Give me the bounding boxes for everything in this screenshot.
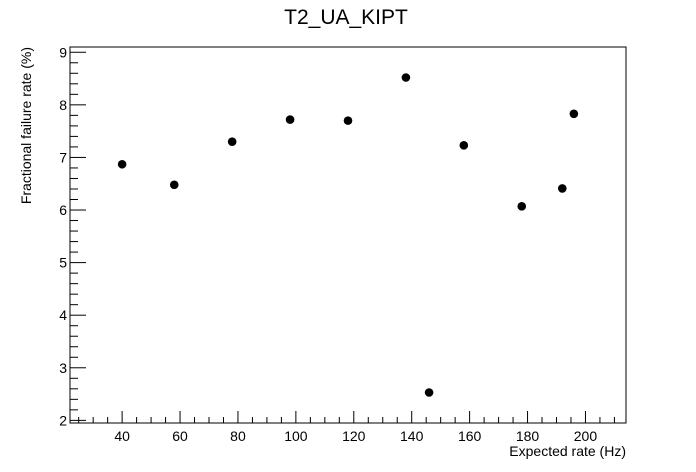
y-axis-ticks: [70, 51, 86, 421]
y-tick-label: 6: [59, 202, 67, 218]
x-tick-label: 80: [230, 428, 246, 444]
y-axis-title: Fractional failure rate (%): [18, 47, 34, 204]
data-point: [227, 137, 237, 146]
x-axis-ticks: [78, 411, 615, 423]
x-tick-label: 60: [172, 428, 188, 444]
y-tick-label: 3: [59, 360, 67, 376]
y-tick-label: 5: [59, 255, 67, 271]
data-points: [117, 73, 579, 397]
data-point: [343, 116, 353, 125]
x-axis-tick-labels: 40 60 80 100 120 140 160 180 200: [114, 428, 597, 444]
x-tick-label: 180: [516, 428, 540, 444]
y-tick-label: 2: [59, 412, 67, 428]
plot-frame: [69, 46, 627, 424]
data-point: [424, 388, 434, 397]
x-tick-label: 140: [400, 428, 424, 444]
data-point: [569, 109, 579, 119]
chart-title: T2_UA_KIPT: [284, 6, 408, 29]
x-tick-label: 160: [458, 428, 482, 444]
data-point: [557, 184, 567, 193]
y-tick-label: 8: [59, 97, 67, 113]
y-tick-label: 9: [59, 44, 67, 60]
data-point: [517, 202, 527, 211]
data-point: [169, 180, 179, 190]
x-tick-label: 200: [574, 428, 598, 444]
data-point: [459, 141, 469, 150]
data-point: [285, 115, 295, 124]
x-tick-label: 120: [342, 428, 366, 444]
y-tick-label: 4: [59, 307, 67, 323]
x-tick-label: 40: [114, 428, 130, 444]
x-tick-label: 100: [284, 428, 308, 444]
y-tick-label: 7: [59, 149, 67, 165]
data-point: [401, 73, 411, 82]
y-axis-tick-labels: 2 3 4 5 6 7 8 9: [59, 44, 67, 428]
x-axis-title: Expected rate (Hz): [509, 443, 626, 459]
data-point: [117, 159, 127, 169]
